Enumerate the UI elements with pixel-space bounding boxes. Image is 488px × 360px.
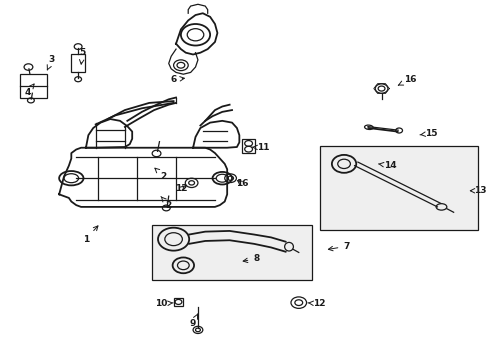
Text: 5: 5 [79,48,85,64]
Text: 13: 13 [469,186,486,195]
Text: 14: 14 [378,161,396,170]
Text: 10: 10 [155,299,173,308]
Text: 3: 3 [47,55,55,70]
Bar [319,146,477,230]
Text: 4: 4 [24,84,34,96]
Text: 16: 16 [397,75,415,85]
Text: 8: 8 [243,255,259,264]
Bar [71,54,85,72]
Text: 1: 1 [82,226,98,244]
Text: 7: 7 [328,242,349,251]
Bar [173,298,183,306]
Bar [20,74,47,98]
Text: 6: 6 [170,75,184,84]
Text: 2: 2 [155,168,166,181]
Text: 16: 16 [235,179,247,188]
Text: 15: 15 [419,129,437,138]
Text: 12: 12 [174,184,187,193]
Text: 11: 11 [251,143,269,152]
Bar [151,225,312,280]
Text: 12: 12 [307,299,325,308]
Bar [241,139,255,153]
Text: 2: 2 [161,197,171,210]
Text: 9: 9 [189,314,198,328]
